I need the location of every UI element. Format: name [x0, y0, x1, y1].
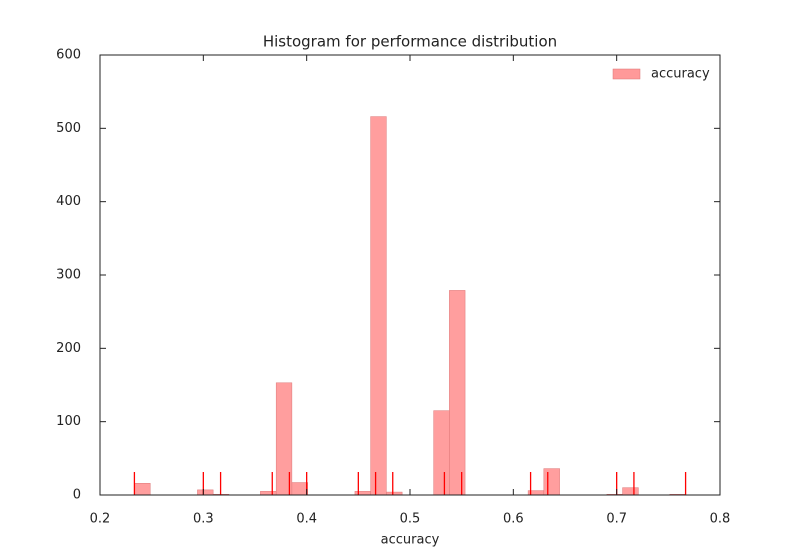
- bar: [354, 491, 371, 496]
- bar: [197, 489, 214, 496]
- bar: [291, 482, 308, 496]
- y-tick-label: 200: [56, 341, 81, 356]
- y-tick-label: 500: [56, 121, 81, 136]
- legend-swatch: [612, 68, 641, 80]
- x-tick-label: 0.7: [606, 512, 627, 527]
- x-tick-label: 0.5: [400, 512, 421, 527]
- legend-label: accuracy: [651, 67, 710, 82]
- bar: [433, 410, 450, 496]
- x-tick-label: 0.6: [503, 512, 524, 527]
- plot-frame: [99, 54, 721, 496]
- bar: [543, 468, 560, 496]
- x-tick-label: 0.8: [710, 512, 731, 527]
- y-tick-label: 0: [73, 488, 81, 503]
- x-tick-label: 0.3: [193, 512, 214, 527]
- x-tick-label: 0.2: [90, 512, 111, 527]
- y-tick-label: 300: [56, 268, 81, 283]
- chart-title: Histogram for performance distribution: [263, 33, 557, 51]
- y-tick-label: 100: [56, 414, 81, 429]
- x-tick-label: 0.4: [296, 512, 317, 527]
- y-tick-label: 600: [56, 48, 81, 63]
- bar: [134, 483, 151, 496]
- bar: [449, 290, 466, 496]
- y-tick-label: 400: [56, 194, 81, 209]
- bar: [260, 491, 277, 496]
- x-axis-label: accuracy: [381, 533, 440, 548]
- bar: [370, 116, 387, 496]
- bar: [622, 487, 639, 496]
